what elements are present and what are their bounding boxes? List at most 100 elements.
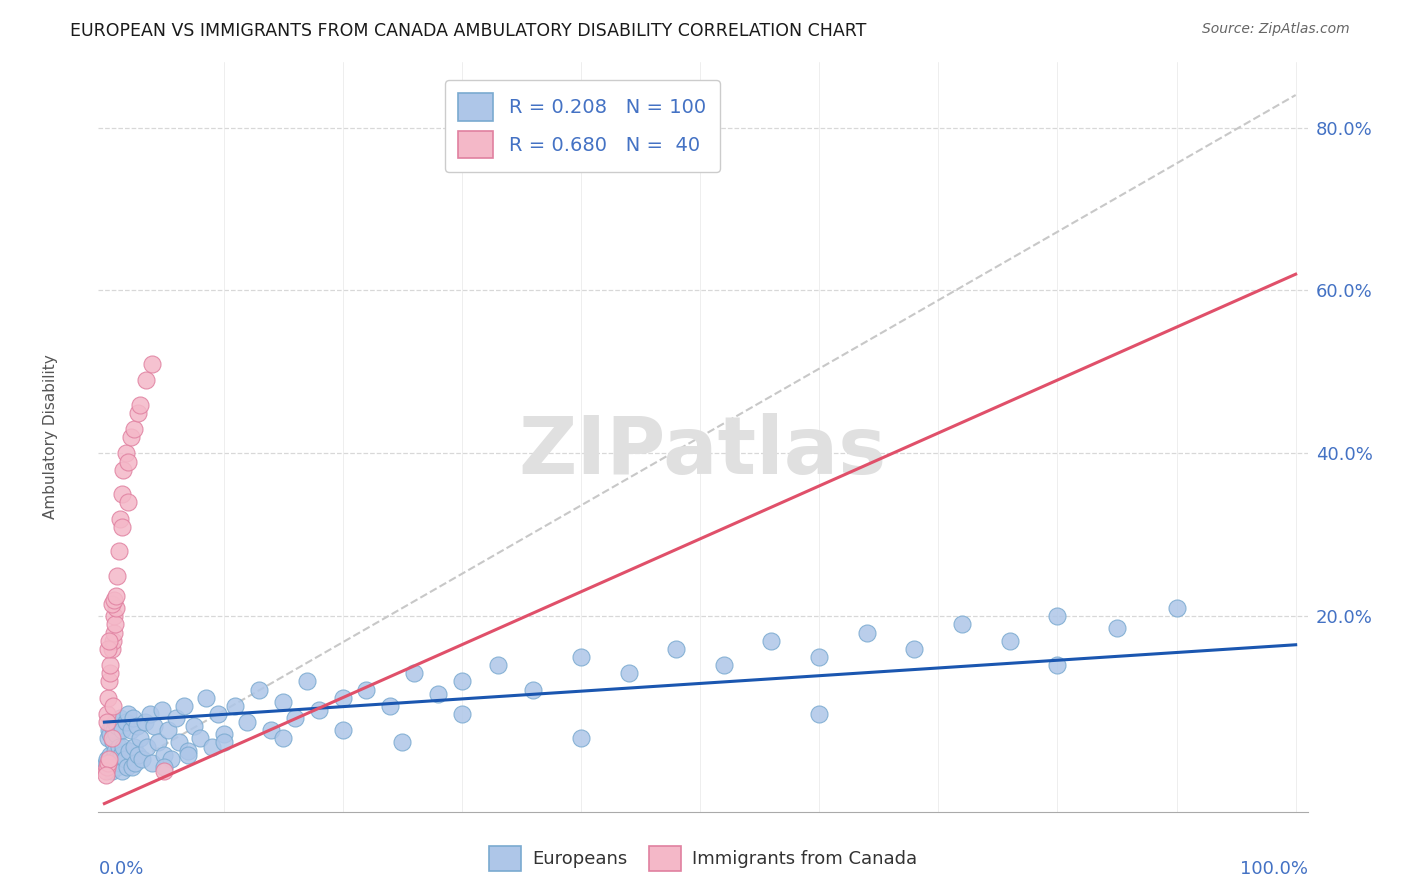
Point (188, 731, 211, 746)
Point (856, 625, 879, 640)
Point (103, 609, 125, 624)
Point (108, 511, 131, 525)
Point (114, 715, 136, 730)
Point (332, 723, 354, 738)
Point (1046, 609, 1069, 624)
Point (104, 715, 127, 730)
Point (141, 357, 163, 371)
Point (105, 601, 128, 615)
Point (110, 747, 132, 762)
Point (105, 727, 128, 741)
Point (156, 723, 179, 738)
Point (117, 454, 139, 468)
Point (121, 760, 143, 774)
Point (101, 752, 124, 766)
Point (104, 744, 127, 758)
Legend: R = 0.208   N = 100, R = 0.680   N =  40: R = 0.208 N = 100, R = 0.680 N = 40 (444, 79, 720, 171)
Point (98, 666, 121, 681)
Point (117, 706, 139, 721)
Point (308, 703, 330, 717)
Point (617, 666, 640, 681)
Point (103, 723, 125, 738)
Point (114, 752, 136, 766)
Point (107, 568, 129, 582)
Point (122, 739, 145, 754)
Point (212, 727, 235, 741)
Point (150, 703, 173, 717)
Point (96, 706, 118, 721)
Text: Source: ZipAtlas.com: Source: ZipAtlas.com (1202, 22, 1350, 37)
Point (96, 760, 118, 774)
Point (98, 752, 121, 766)
Point (100, 731, 122, 746)
Point (100, 597, 122, 611)
Point (224, 698, 246, 713)
Point (1046, 658, 1069, 673)
Point (1105, 622, 1128, 636)
Point (98, 674, 121, 689)
Point (124, 756, 146, 770)
Point (98, 633, 121, 648)
Point (98, 727, 121, 741)
Point (100, 719, 122, 733)
Point (1166, 601, 1188, 615)
Point (380, 698, 402, 713)
Point (903, 641, 925, 656)
Point (569, 731, 592, 746)
Point (236, 715, 259, 730)
Point (808, 706, 831, 721)
Point (194, 690, 217, 705)
Point (98, 747, 121, 762)
Point (129, 731, 152, 746)
Point (143, 719, 166, 733)
Point (98, 756, 121, 770)
Point (136, 739, 159, 754)
Point (247, 682, 270, 697)
Point (108, 756, 131, 770)
Point (127, 747, 149, 762)
Point (97, 690, 120, 705)
Point (112, 463, 135, 477)
Point (111, 519, 134, 533)
Point (127, 406, 149, 420)
Point (120, 723, 142, 738)
Point (391, 735, 413, 749)
Point (105, 589, 128, 603)
Point (112, 739, 135, 754)
Point (808, 650, 831, 665)
Point (173, 698, 195, 713)
Point (104, 617, 127, 632)
Point (101, 698, 124, 713)
Text: ZIPatlas: ZIPatlas (519, 413, 887, 491)
Point (100, 764, 122, 778)
Point (94, 768, 117, 782)
Point (97, 756, 120, 770)
Point (165, 711, 187, 725)
Point (200, 739, 222, 754)
Point (117, 495, 139, 509)
Point (129, 397, 152, 411)
Point (118, 744, 141, 758)
Point (107, 760, 129, 774)
Point (522, 682, 544, 697)
Point (94, 764, 117, 778)
Text: Ambulatory Disability: Ambulatory Disability (42, 355, 58, 519)
Point (141, 756, 163, 770)
Point (96, 715, 118, 730)
Point (713, 658, 735, 673)
Point (761, 633, 783, 648)
Point (101, 633, 124, 648)
Point (105, 752, 128, 766)
Point (97, 731, 120, 746)
Point (665, 641, 688, 656)
Point (212, 735, 235, 749)
Point (96, 752, 118, 766)
Point (114, 446, 136, 460)
Point (98, 658, 121, 673)
Point (103, 760, 125, 774)
Point (111, 764, 134, 778)
Point (177, 744, 200, 758)
Point (177, 747, 200, 762)
Point (134, 715, 156, 730)
Point (260, 723, 283, 738)
